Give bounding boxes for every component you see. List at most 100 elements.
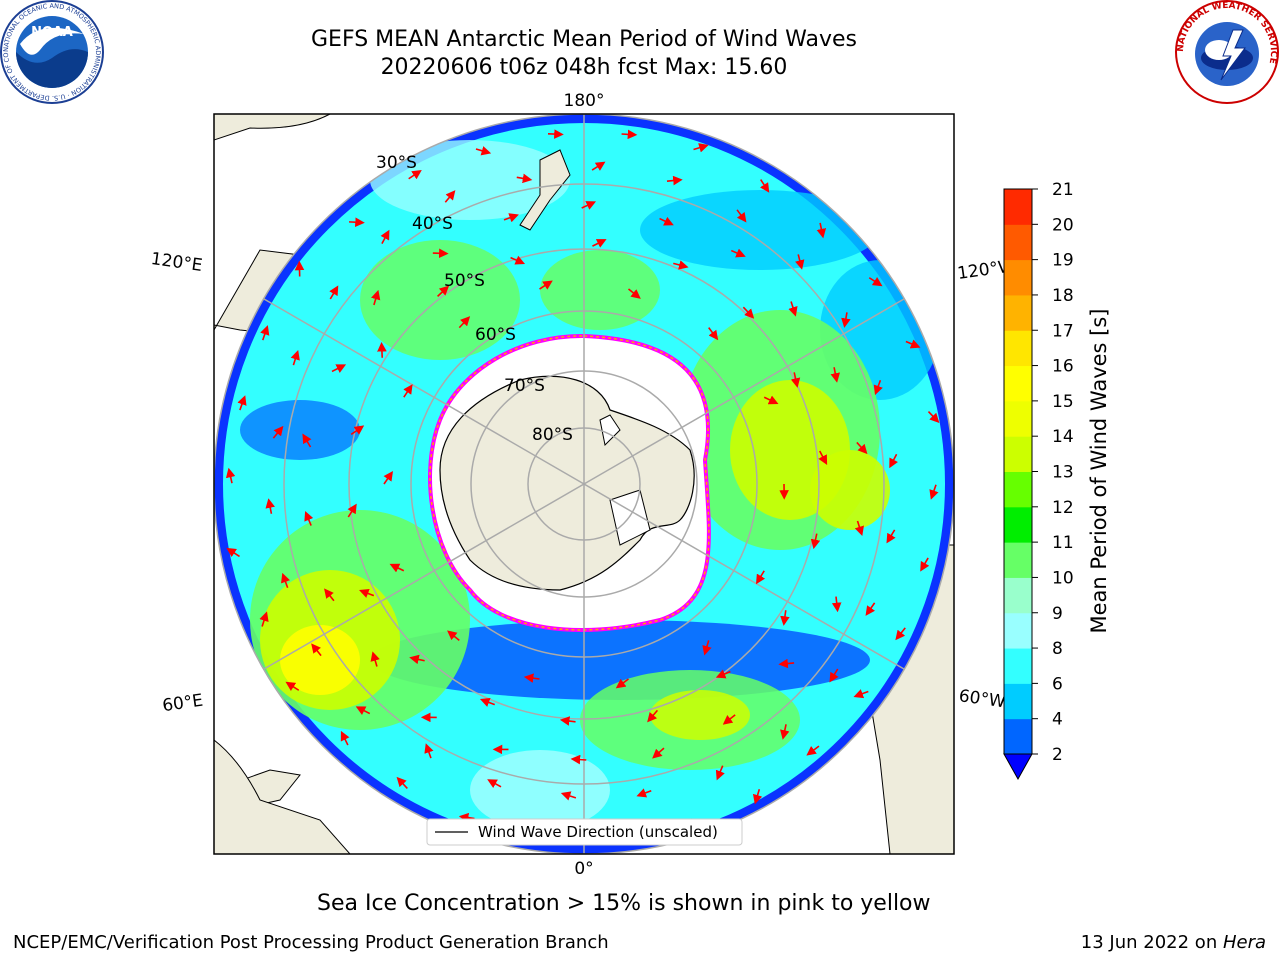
wind-wave-arrow <box>742 306 755 319</box>
wind-wave-arrow <box>856 441 868 455</box>
wind-wave-arrow <box>340 730 350 746</box>
lon-label-60w: 60°W <box>958 686 1007 712</box>
colorbar-swatch <box>1004 294 1032 331</box>
lon-label-60e: 60°E <box>161 691 204 716</box>
wind-wave-arrow <box>778 658 795 669</box>
colorbar-swatch <box>1004 471 1032 508</box>
colorbar-swatch <box>1004 542 1032 578</box>
wind-wave-arrow <box>281 572 291 588</box>
wind-wave-arrow <box>371 289 381 306</box>
wind-wave-arrow <box>285 681 300 691</box>
wind-wave-arrow <box>636 788 652 798</box>
wind-wave-arrow <box>559 716 576 726</box>
colorbar-tick-label: 16 <box>1052 357 1074 377</box>
wind-wave-arrow <box>666 175 683 186</box>
wind-wave-arrow <box>873 380 883 396</box>
colorbar-swatch <box>1004 189 1032 225</box>
wind-wave-arrow <box>795 254 805 270</box>
colorbar-tick-label: 18 <box>1052 286 1074 306</box>
colorbar-swatch <box>1004 224 1032 261</box>
colorbar-tick-label: 12 <box>1052 498 1074 518</box>
colorbar-swatch <box>1004 648 1032 684</box>
wind-wave-arrow <box>355 706 371 716</box>
wind-wave-arrow <box>347 503 357 518</box>
wind-wave-arrow <box>570 754 587 765</box>
wind-wave-arrows <box>225 129 940 841</box>
wind-wave-arrow <box>868 277 883 287</box>
wind-wave-arrow <box>591 161 606 171</box>
footer-host: Hera <box>1222 932 1266 953</box>
wind-wave-arrow <box>853 689 869 699</box>
legend-label: Wind Wave Direction (unscaled) <box>478 823 718 841</box>
noaa-wordmark: NOAA <box>31 25 73 40</box>
wind-wave-arrow <box>403 384 413 398</box>
lat-label-40s: 40°S <box>412 214 453 234</box>
colorbar-tick-label: 14 <box>1052 427 1074 447</box>
wind-wave-arrow <box>487 779 502 789</box>
wind-wave-arrow <box>693 143 709 153</box>
wind-wave-arrow <box>331 364 347 373</box>
wind-wave-arrow <box>708 327 719 341</box>
map-frame <box>213 113 955 855</box>
colorbar-tick-label: 9 <box>1052 604 1063 624</box>
wind-wave-arrow <box>865 602 876 616</box>
wind-wave-arrow <box>673 260 689 270</box>
colorbar-tick-label: 2 <box>1052 745 1063 765</box>
wind-wave-arrow <box>831 596 842 613</box>
wind-wave-arrow <box>265 498 275 514</box>
wind-wave-arrow <box>458 316 471 329</box>
wind-wave-arrow <box>409 654 425 665</box>
wind-wave-arrow <box>237 395 247 411</box>
wind-wave-arrow <box>592 239 607 248</box>
colorbar-swatch <box>1004 612 1032 649</box>
wind-wave-arrow <box>730 248 746 258</box>
land-australia-nw <box>214 114 331 141</box>
lon-label-0: 0° <box>574 859 593 879</box>
wind-wave-arrow <box>889 453 898 469</box>
wind-wave-arrow <box>424 743 434 759</box>
colorbar-swatch <box>1004 259 1032 296</box>
lat-label-80s: 80°S <box>532 425 573 445</box>
colorbar-tick-label: 11 <box>1052 533 1074 553</box>
wind-wave-arrow <box>437 285 450 297</box>
wind-wave-arrow <box>290 350 300 366</box>
colorbar-swatch <box>1004 365 1032 402</box>
colorbar-tick-label: 6 <box>1052 674 1063 694</box>
wind-wave-arrow <box>581 201 597 210</box>
wind-wave-arrow <box>444 190 456 203</box>
wind-wave-arrow <box>752 789 763 805</box>
noaa-logo: NATIONAL OCEANIC AND ATMOSPHERIC ADMINIS… <box>0 0 104 104</box>
wind-wave-arrow <box>647 709 659 723</box>
wind-wave-arrow <box>755 570 766 585</box>
wind-wave-arrow <box>302 433 312 448</box>
colorbar-swatch <box>1004 330 1032 367</box>
chart-subtitle: 20220606 t06z 048h fcst Max: 15.60 <box>380 55 788 80</box>
wind-wave-arrow <box>370 651 380 667</box>
wind-wave-arrow <box>659 216 674 226</box>
wind-wave-arrow <box>790 372 801 388</box>
wind-wave-arrow <box>475 146 492 156</box>
colorbar-tick-label: 8 <box>1052 639 1063 659</box>
footer-credit: NCEP/EMC/Verification Post Processing Pr… <box>13 932 609 953</box>
footer-date-text: 13 Jun 2022 on <box>1080 932 1223 953</box>
wind-wave-arrow <box>829 668 839 683</box>
lon-label-180: 180° <box>564 91 605 111</box>
wind-wave-arrow <box>715 669 731 679</box>
colorbar-swatch <box>1004 718 1032 755</box>
wind-wave-arrow <box>408 169 422 180</box>
chart-title: GEFS MEAN Antarctic Mean Period of Wind … <box>311 27 857 52</box>
wind-wave-arrow <box>818 450 828 465</box>
wind-wave-arrow <box>920 557 930 572</box>
wind-wave-arrow <box>304 510 314 526</box>
wind-wave-arrow <box>722 714 736 725</box>
wind-wave-arrow <box>621 129 638 140</box>
colorbar-tick-label: 4 <box>1052 710 1063 730</box>
wind-wave-arrow <box>810 533 821 550</box>
colorbar-swatch <box>1004 400 1032 437</box>
wind-wave-arrow <box>788 301 798 317</box>
colorbar-swatch <box>1004 506 1032 543</box>
wind-wave-arrow <box>523 673 540 683</box>
wind-wave-arrow <box>260 325 270 341</box>
wind-wave-arrow <box>830 367 840 383</box>
